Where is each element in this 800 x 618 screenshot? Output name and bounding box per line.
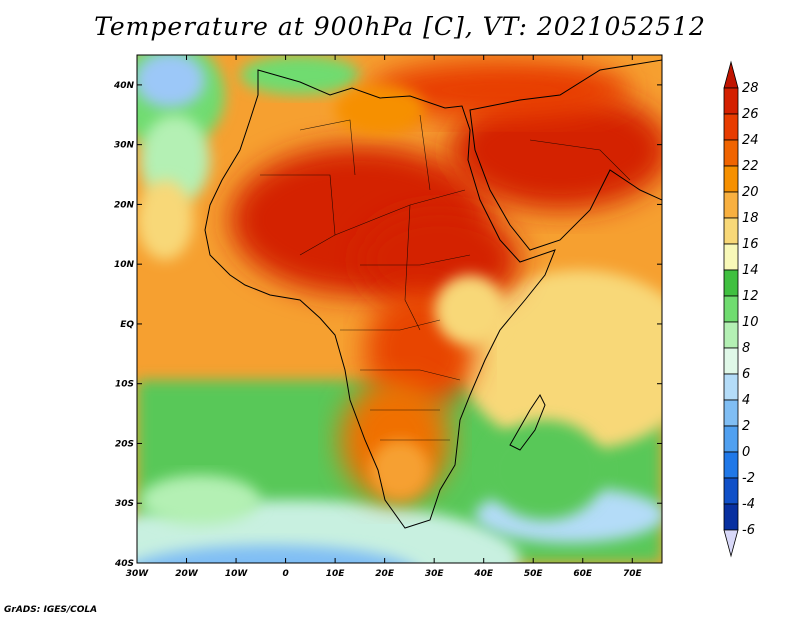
map-title: Temperature at 900hPa [C], VT: 202105251… (94, 12, 706, 41)
colorbar-label: -6 (742, 523, 755, 538)
coastlines (204, 59, 662, 529)
lon-tick-label: 60E (573, 569, 593, 579)
colorbar-label: 14 (742, 263, 759, 278)
colorbar-top-arrow (723, 60, 739, 89)
lon-tick-label: 20E (375, 569, 395, 579)
colorbar-label: 6 (742, 367, 750, 382)
colorbar-bottom-arrow (723, 529, 739, 558)
lat-tick-label: 10N (114, 260, 135, 270)
lon-tick-label: 0 (282, 569, 288, 579)
colorbar-label: -2 (742, 471, 755, 486)
colorbar-swatch (723, 295, 739, 323)
temperature-field (137, 55, 662, 563)
colorbar-label: 10 (742, 315, 759, 330)
colorbar-label: 8 (742, 341, 750, 356)
map-frame (136, 54, 663, 564)
colorbar-swatch (723, 399, 739, 427)
country-borders (260, 114, 631, 441)
colorbar-label: 2 (742, 419, 750, 434)
colorbar-label: 4 (742, 393, 750, 408)
colorbar-swatch (723, 477, 739, 505)
colorbar-label: -4 (742, 497, 755, 512)
colorbar-label: 0 (742, 445, 750, 460)
lat-tick-label: EQ (120, 320, 134, 330)
colorbar-swatch (723, 87, 739, 115)
colorbar-swatch (723, 373, 739, 401)
colorbar-swatch (723, 503, 739, 531)
lon-tick-label: 70E (623, 569, 643, 579)
lon-tick-label: 30W (126, 569, 150, 579)
lat-tick-label: 20N (114, 200, 135, 210)
lon-tick-label: 20W (175, 569, 199, 579)
latitude-axis: 40N 30N 20N 10N EQ 10S 20S 30S 40S (113, 81, 662, 569)
colorbar-swatch (723, 165, 739, 193)
colorbar-label: 16 (742, 237, 759, 252)
colorbar-label: 28 (742, 81, 759, 96)
colorbar-label: 18 (742, 211, 759, 226)
colorbar-label: 26 (742, 107, 759, 122)
colorbar-swatch (723, 243, 739, 271)
longitude-axis: 30W 20W 10W 0 10E 20E 30E 40E 50E 60E 70E (126, 55, 643, 579)
lat-tick-label: 40N (113, 81, 135, 91)
lon-tick-label: 10W (225, 569, 249, 579)
credit-text: GrADS: IGES/COLA (4, 605, 98, 615)
lon-tick-label: 10E (326, 569, 346, 579)
colorbar-swatch (723, 113, 739, 141)
colorbar-swatch (723, 321, 739, 349)
colorbar-swatch (723, 217, 739, 245)
colorbar-swatch (723, 347, 739, 375)
lat-tick-label: 20S (115, 439, 134, 449)
lon-tick-label: 40E (473, 569, 494, 579)
lat-tick-label: 40S (114, 559, 134, 569)
colorbar-label: 22 (742, 159, 759, 174)
lon-tick-label: 50E (524, 569, 544, 579)
colorbar-swatch (723, 139, 739, 167)
colorbar-label: 24 (742, 133, 759, 148)
colorbar-swatch (723, 191, 739, 219)
lat-tick-label: 30S (115, 499, 134, 509)
colorbar-swatch (723, 269, 739, 297)
colorbar-label: 12 (742, 289, 759, 304)
lon-tick-label: 30E (425, 569, 445, 579)
colorbar-swatch (723, 425, 739, 453)
lat-tick-label: 10S (115, 380, 134, 390)
colorbar-swatch (723, 451, 739, 479)
lat-tick-label: 30N (114, 141, 135, 151)
colorbar-label: 20 (742, 185, 759, 200)
